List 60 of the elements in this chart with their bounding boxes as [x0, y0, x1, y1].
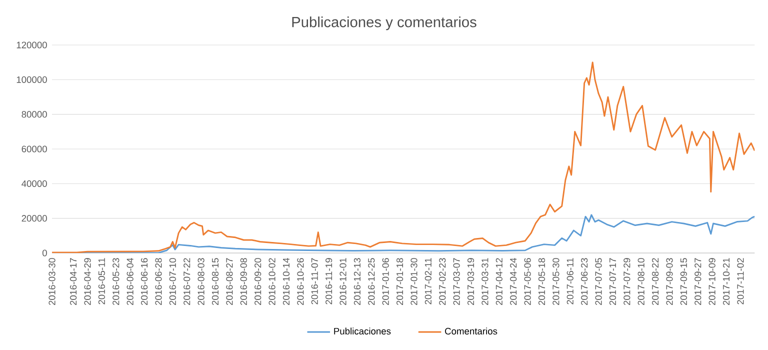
- y-tick-label: 40000: [22, 180, 47, 187]
- x-tick-label: 2016-07-10: [169, 258, 176, 305]
- x-tick-label: 2017-06-23: [581, 258, 588, 305]
- x-tick-label: 2017-03-31: [482, 258, 488, 305]
- x-tick-label: 2016-10-14: [282, 258, 290, 305]
- x-tick-label: 2017-05-18: [538, 258, 546, 305]
- y-tick-label: 120000: [16, 42, 47, 48]
- y-tick-label: 0: [42, 250, 47, 256]
- x-tick-label: 2017-07-29: [624, 258, 630, 305]
- y-tick-label: 60000: [22, 146, 47, 152]
- x-tick-label: 2016-11-07: [311, 258, 318, 304]
- x-tick-label: 2016-11-19: [326, 258, 332, 304]
- x-tick-label: 2017-04-12: [496, 258, 502, 305]
- y-tick-label: 100000: [16, 76, 47, 83]
- x-tick-label: 2017-03-19: [467, 258, 474, 305]
- x-tick-label: 2017-01-06: [382, 258, 389, 305]
- x-tick-label: 2017-10-21: [722, 258, 730, 305]
- x-tick-label: 2016-09-08: [240, 258, 247, 305]
- x-tick-label: 2016-12-13: [354, 258, 360, 305]
- x-tick-label: 2017-11-02: [737, 258, 744, 304]
- x-tick-label: 2017-01-30: [410, 258, 418, 305]
- x-tick-label: 2016-10-02: [268, 258, 276, 305]
- x-tick-label: 2016-12-01: [340, 258, 346, 305]
- x-tick-label: 2017-06-11: [566, 258, 574, 304]
- x-tick-label: 2017-03-07: [453, 258, 460, 305]
- chart-title: Publicaciones y comentarios: [292, 16, 476, 30]
- x-tick-label: 2017-09-03: [666, 258, 673, 305]
- x-tick-label: 2017-08-22: [652, 258, 659, 305]
- x-tick-label: 2017-09-27: [694, 258, 702, 305]
- x-tick-label: 2016-08-15: [212, 258, 219, 305]
- x-tick-label: 2017-07-17: [609, 258, 616, 305]
- x-tick-label: 2017-05-06: [524, 258, 531, 305]
- x-tick-label: 2016-04-29: [84, 258, 91, 305]
- x-tick-label: 2017-05-30: [552, 258, 560, 305]
- x-tick-label: 2017-01-18: [396, 258, 404, 305]
- line-series: [52, 62, 755, 253]
- y-tick-label: 20000: [22, 215, 47, 222]
- x-tick-label: 2016-06-16: [140, 258, 148, 305]
- x-tick-label: 2016-10-26: [297, 258, 304, 305]
- y-tick-label: 80000: [22, 111, 47, 118]
- x-tick-label: 2016-05-23: [112, 258, 120, 305]
- x-tick-label: 2016-05-11: [98, 258, 105, 304]
- x-tick-label: 2017-08-10: [638, 258, 644, 305]
- x-tick-label: 2017-04-24: [510, 258, 517, 305]
- x-tick-label: 2016-04-17: [70, 258, 77, 305]
- legend-label: Publicaciones: [334, 328, 391, 334]
- x-tick-label: 2016-08-03: [198, 258, 204, 305]
- x-tick-label: 2017-09-15: [680, 258, 687, 305]
- x-tick-label: 2016-12-25: [368, 258, 375, 305]
- x-tick-label: 2016-06-04: [126, 258, 134, 305]
- x-tick-label: 2016-09-20: [254, 258, 262, 305]
- x-tick-label: 2016-06-28: [155, 258, 162, 305]
- x-tick-label: 2017-10-09: [708, 258, 716, 305]
- x-tick-label: 2017-02-11: [424, 258, 432, 304]
- x-tick-label: 2017-07-05: [595, 258, 602, 305]
- x-tick-label: 2017-02-23: [439, 258, 446, 305]
- x-tick-label: 2016-03-30: [48, 258, 56, 305]
- x-tick-label: 2016-08-27: [226, 258, 233, 305]
- legend-label: Comentarios: [445, 328, 498, 334]
- x-tick-label: 2016-07-22: [184, 258, 190, 305]
